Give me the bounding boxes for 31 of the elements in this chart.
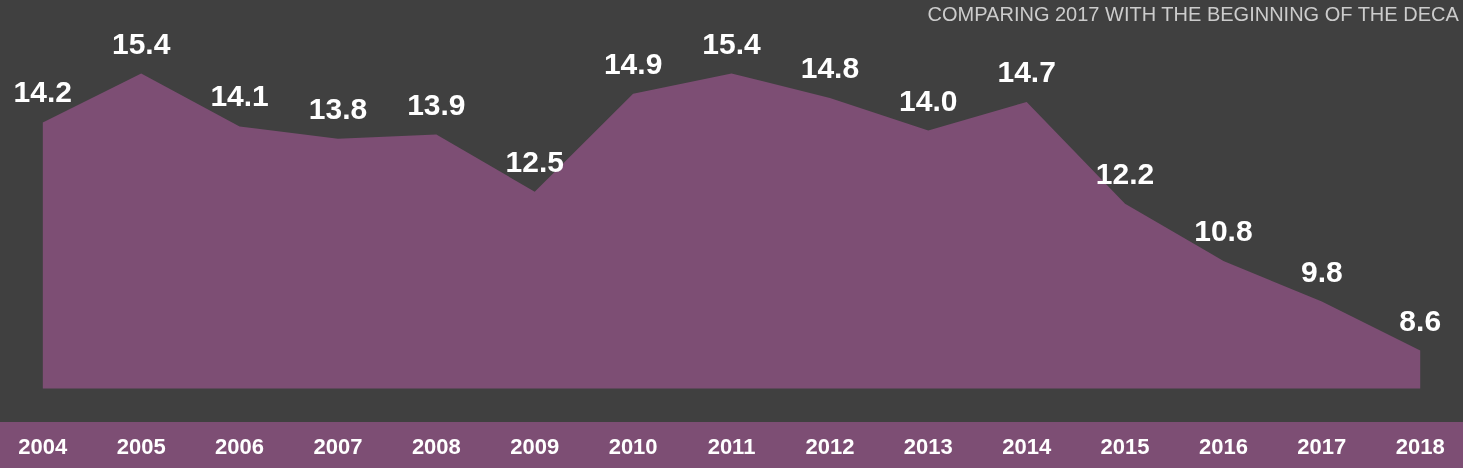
- x-tick-label: 2016: [1198, 433, 1248, 459]
- data-label: 15.4: [112, 26, 171, 60]
- x-tick-label: 2015: [1100, 433, 1150, 459]
- data-label: 14.2: [13, 75, 72, 109]
- data-label: 14.8: [800, 50, 860, 84]
- x-tick-label: 2013: [903, 433, 953, 459]
- x-tick-label: 2011: [707, 433, 756, 459]
- data-label: 15.4: [702, 26, 762, 60]
- x-tick-label: 2010: [608, 433, 658, 459]
- data-label: 13.8: [308, 91, 368, 125]
- data-label: 14.9: [603, 46, 663, 80]
- data-label: 9.8: [1300, 254, 1343, 288]
- x-tick-label: 2012: [805, 433, 855, 459]
- x-tick-label: 2014: [1002, 433, 1052, 459]
- data-label: 14.0: [899, 83, 958, 117]
- x-tick-label: 2007: [313, 433, 363, 459]
- x-tick-label: 2006: [215, 433, 265, 459]
- data-label: 12.5: [505, 144, 564, 178]
- data-label: 10.8: [1194, 213, 1253, 247]
- data-label: 14.1: [210, 79, 269, 113]
- x-tick-label: 2005: [116, 433, 166, 459]
- x-tick-label: 2017: [1297, 433, 1347, 459]
- data-label: 12.2: [1095, 156, 1155, 190]
- chart-subtitle: COMPARING 2017 WITH THE BEGINNING OF THE DECA: [927, 2, 1460, 25]
- x-tick-label: 2009: [510, 433, 560, 459]
- data-label: 13.9: [407, 87, 466, 121]
- x-tick-label: 2018: [1395, 433, 1445, 459]
- data-label: 8.6: [1399, 303, 1442, 337]
- x-tick-label: 2004: [18, 433, 69, 459]
- x-tick-label: 2008: [411, 433, 461, 459]
- data-label: 14.7: [997, 55, 1056, 89]
